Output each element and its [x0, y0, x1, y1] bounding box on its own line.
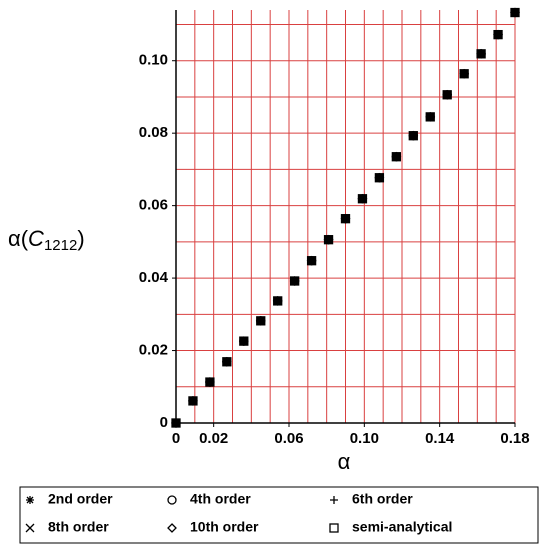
legend-label: semi-analytical — [352, 519, 452, 535]
point — [306, 256, 317, 266]
point — [256, 316, 266, 326]
point — [273, 296, 283, 306]
legend-marker — [330, 496, 338, 504]
point — [289, 276, 300, 286]
x-tick-label: 0.06 — [274, 430, 303, 447]
y-tick-label: 0.08 — [139, 124, 168, 141]
point — [425, 112, 435, 122]
point — [391, 152, 402, 162]
y-label-lead: α( — [8, 226, 29, 251]
x-tick-label: 0.10 — [350, 430, 379, 447]
x-tick-label: 0.14 — [425, 430, 455, 447]
legend-marker — [26, 496, 34, 504]
y-tick-label: 0.04 — [139, 269, 169, 286]
y-tick-label: 0 — [160, 414, 168, 431]
y-tick-label: 0.10 — [139, 52, 168, 69]
point — [374, 173, 385, 183]
legend-marker — [167, 523, 177, 533]
legend-marker — [329, 523, 339, 533]
point — [239, 336, 249, 346]
x-tick-label: 0.18 — [500, 430, 529, 447]
y-tick-label: 0.02 — [139, 342, 168, 359]
legend-label: 8th order — [48, 519, 109, 535]
y-tick-label: 0.06 — [139, 197, 168, 214]
y-axis-label: α(C1212) — [8, 226, 85, 254]
legend-label: 4th order — [190, 491, 251, 507]
point — [357, 194, 368, 204]
x-tick-label: 0 — [172, 430, 180, 447]
point — [323, 235, 334, 245]
legend-box — [19, 486, 539, 544]
x-tick-label: 0.02 — [199, 430, 228, 447]
point — [340, 214, 351, 224]
point — [476, 49, 486, 59]
legend-label: 2nd order — [48, 491, 113, 507]
legend-marker — [25, 523, 35, 533]
y-label-symbol: C — [28, 226, 44, 251]
point — [408, 131, 418, 141]
legend-label: 10th order — [190, 519, 259, 535]
legend-label: 6th order — [352, 491, 413, 507]
point — [459, 69, 469, 79]
legend-marker — [167, 495, 177, 505]
point — [222, 357, 232, 367]
point — [188, 396, 198, 406]
point — [510, 7, 520, 18]
point — [442, 90, 452, 100]
point — [493, 29, 503, 40]
point — [205, 377, 215, 387]
x-axis-label: α — [338, 449, 351, 474]
y-label-close: ) — [77, 226, 84, 251]
y-label-sub: 1212 — [44, 237, 77, 254]
point — [171, 418, 181, 428]
